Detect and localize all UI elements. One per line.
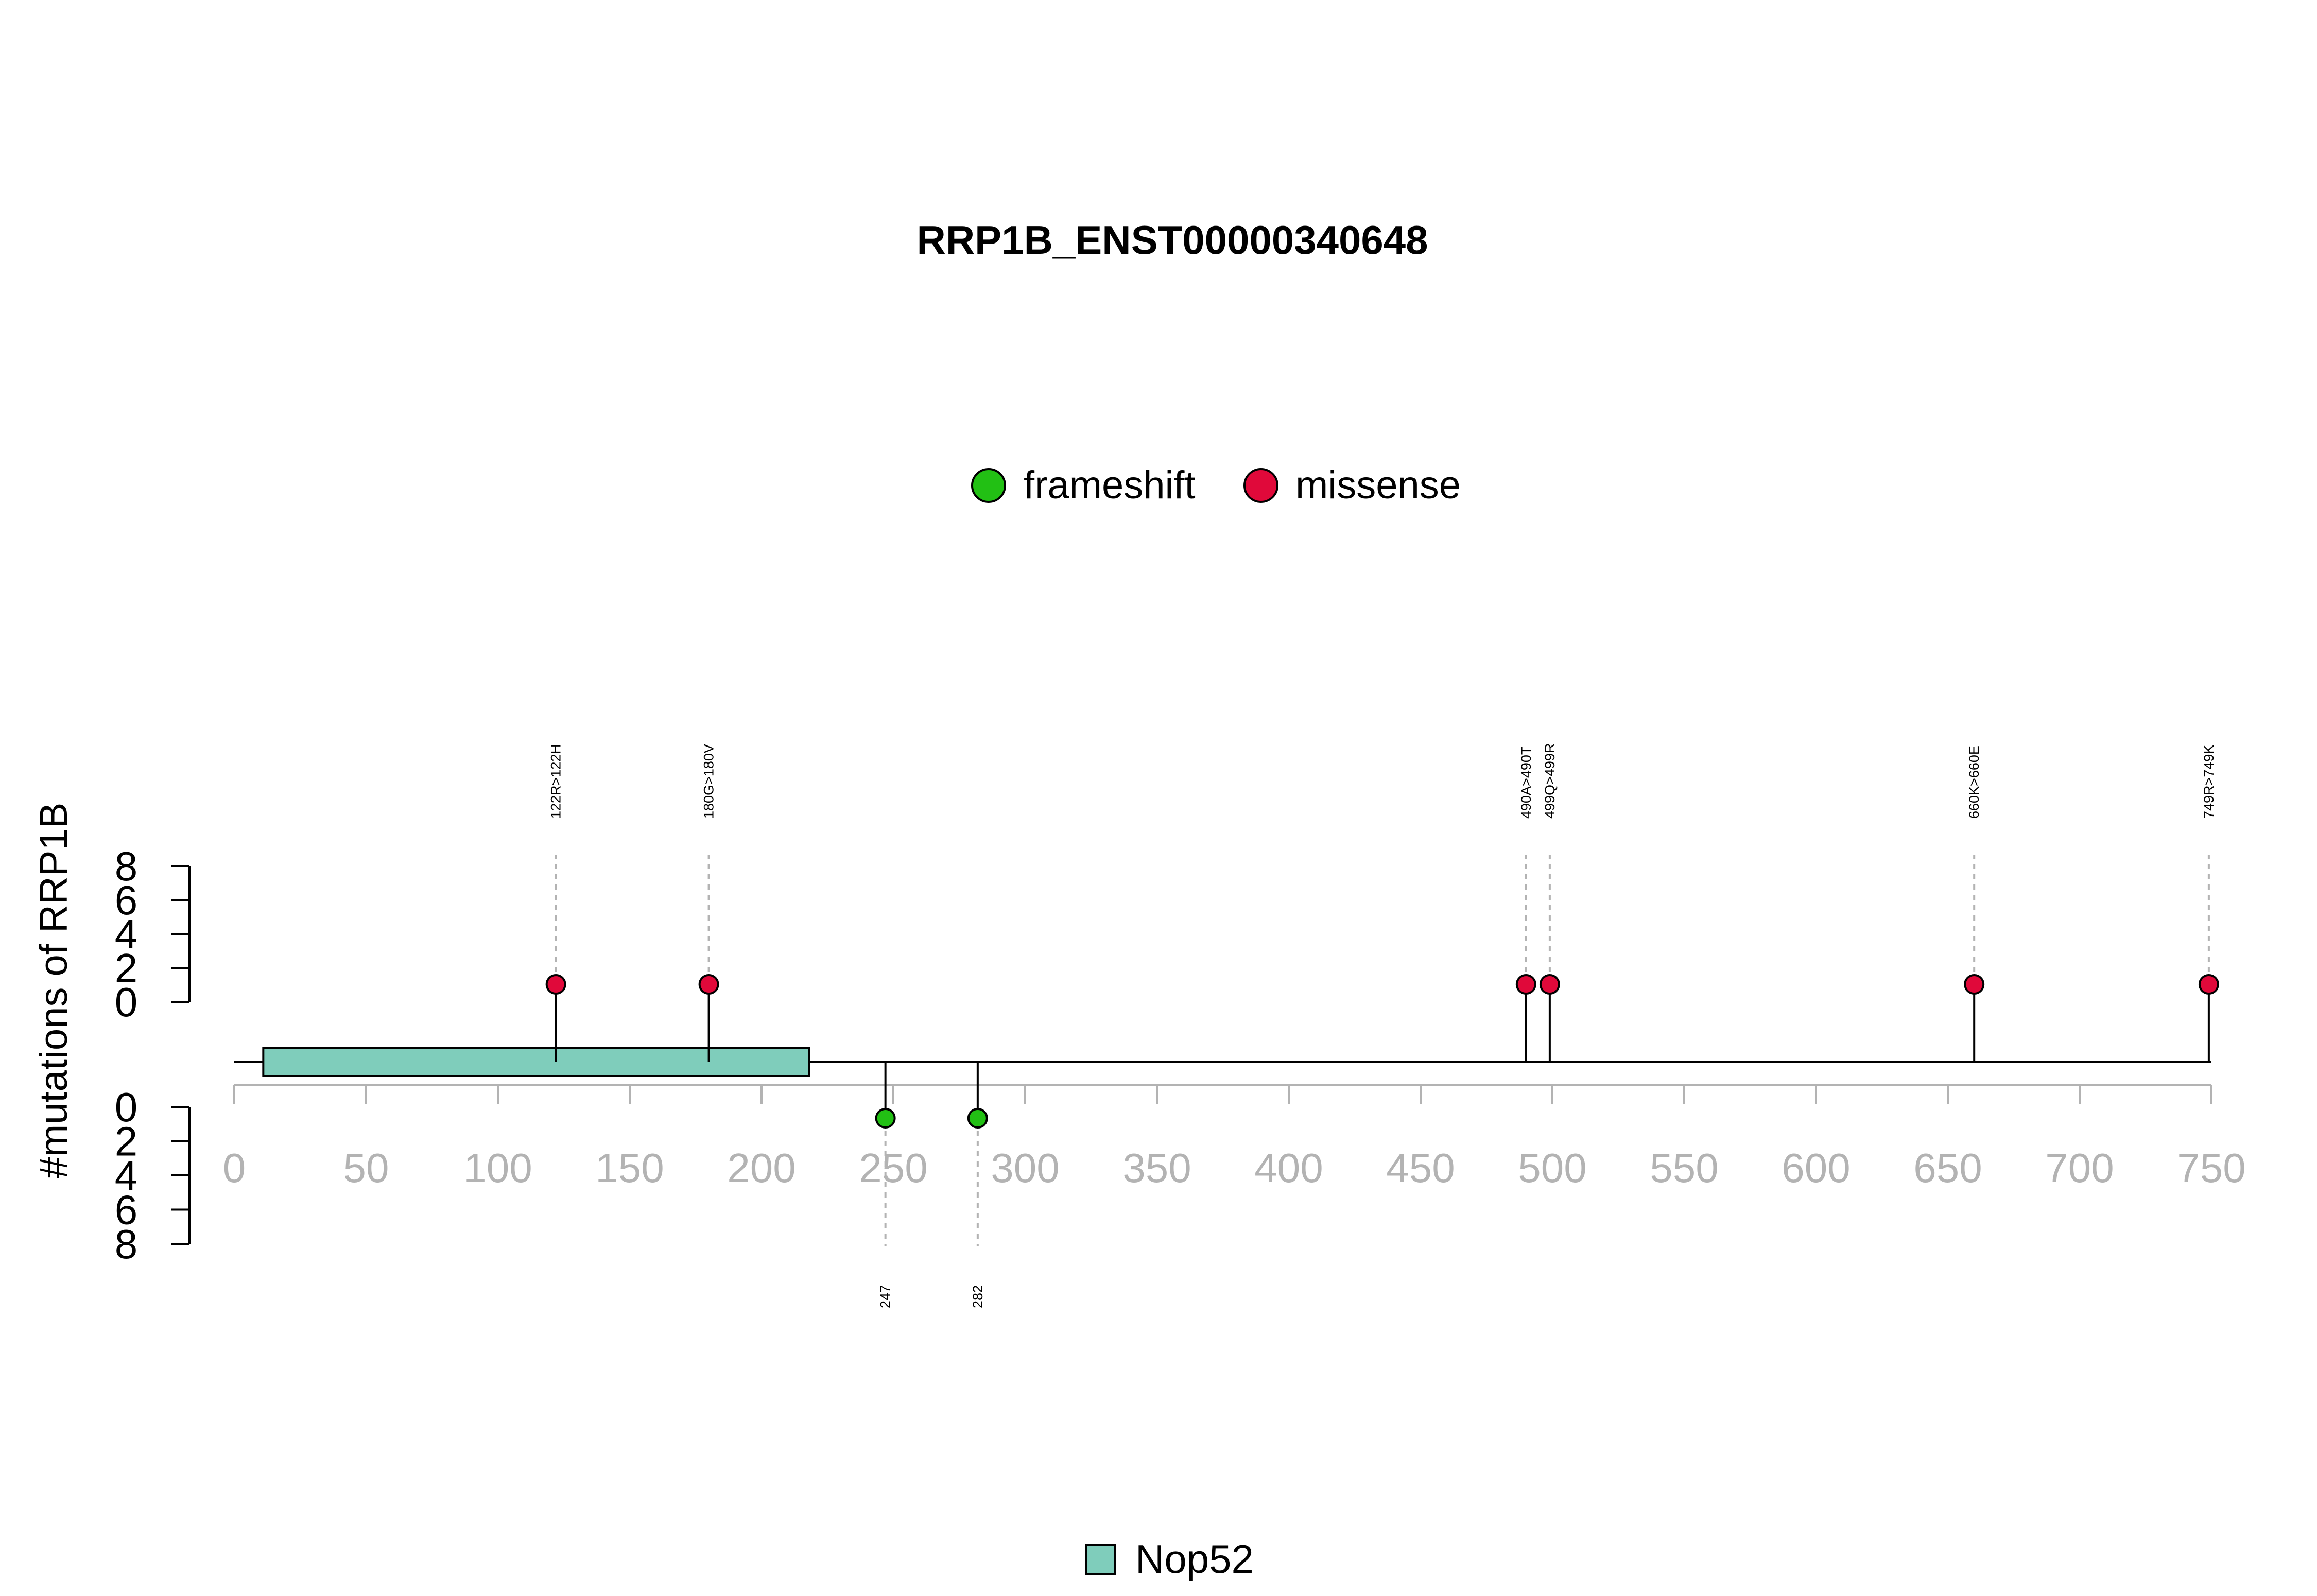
plot-area: 0 50 100 150 200 250 300 350 400 450 500 550 600 650 7… [115,743,2246,1308]
mutation-point-missense [698,974,719,995]
mutation-point-frameshift [967,1108,988,1129]
x-tick-label: 300 [991,1145,1059,1191]
y-tick-bottom-label: 4 [115,1153,138,1199]
legend-frameshift-label: frameshift [1024,463,1196,507]
mutation-label: 282 [970,1285,985,1308]
mutation-point-missense [1539,974,1560,995]
x-tick-label: 700 [2045,1145,2114,1191]
mutation-point-missense [1515,974,1536,995]
mutation-label: 749R>749K [2201,745,2217,819]
x-tick-label: 250 [859,1145,927,1191]
legend-missense-label: missense [1295,463,1461,507]
x-tick-label: 0 [223,1145,246,1191]
x-tick-label: 150 [595,1145,664,1191]
domain-nop52 [262,1047,810,1077]
y-tick-top-label: 8 [115,843,138,889]
mutation-label: 122R>122H [548,744,564,819]
mutation-label: 247 [878,1285,893,1308]
y-tick-bottom-label: 2 [115,1119,138,1165]
legend-frameshift-marker [971,468,1006,503]
y-axis-label: #mutations of RRP1B [32,803,76,1179]
x-tick-label: 200 [727,1145,796,1191]
mutation-legend: frameshift missense [971,463,1461,507]
legend-nop52-swatch [1085,1544,1116,1575]
y-tick-top-label: 6 [115,877,138,923]
mutation-point-frameshift [875,1108,896,1129]
mutation-label: 490A>490T [1518,747,1534,819]
x-tick-label: 500 [1518,1145,1586,1191]
legend-nop52-label: Nop52 [1135,1536,1254,1582]
y-tick-bottom-label: 8 [115,1221,138,1267]
x-tick-label: 100 [463,1145,532,1191]
mutation-label: 499Q>499R [1542,743,1558,819]
y-tick-top-label: 4 [115,911,138,957]
y-tick-bottom-label: 6 [115,1187,138,1233]
y-tick-top-label: 2 [115,945,138,991]
y-tick-bottom-label: 0 [115,1084,138,1130]
x-tick-label: 450 [1386,1145,1455,1191]
mutation-point-missense [1964,974,1985,995]
x-tick-label: 750 [2177,1145,2245,1191]
x-tick-label: 50 [343,1145,389,1191]
mutation-point-missense [545,974,566,995]
y-tick-top-label: 0 [115,979,138,1025]
mutation-point-missense [2198,974,2219,995]
x-tick-label: 550 [1650,1145,1718,1191]
legend-missense-marker [1243,468,1278,503]
chart-title: RRP1B_ENST00000340648 [917,217,1428,263]
mutation-label: 660K>660E [1966,745,1982,819]
x-tick-label: 650 [1913,1145,1982,1191]
x-tick-label: 600 [1782,1145,1850,1191]
x-tick-label: 400 [1254,1145,1323,1191]
mutation-label: 180G>180V [701,744,717,819]
x-tick-label: 350 [1122,1145,1191,1191]
domain-legend: Nop52 [1085,1536,1254,1582]
